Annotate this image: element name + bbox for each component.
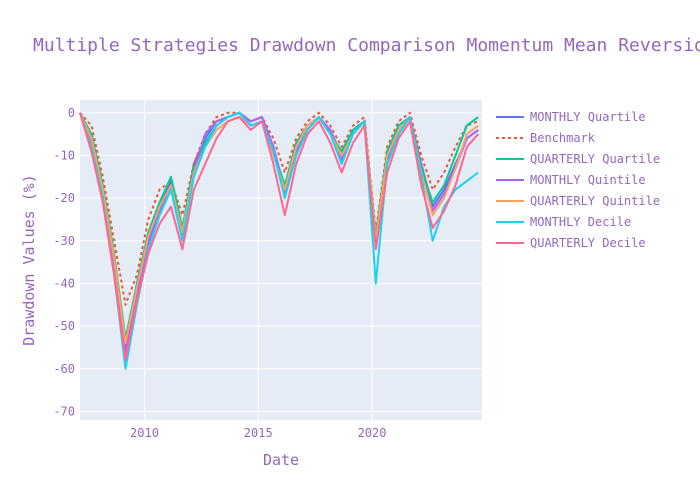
y-tick-label: -10	[53, 148, 75, 162]
y-tick-label: -70	[53, 404, 75, 418]
y-tick-label: -40	[53, 276, 75, 290]
x-tick-label: 2010	[130, 426, 159, 440]
series-line-benchmark	[79, 111, 479, 306]
x-axis-title: Date	[263, 451, 299, 469]
legend-item-label[interactable]: QUARTERLY Decile	[530, 236, 646, 250]
y-tick-label: -50	[53, 319, 75, 333]
legend-item-label[interactable]: MONTHLY Decile	[530, 215, 631, 229]
y-tick-label: -20	[53, 191, 75, 205]
y-tick-label: -30	[53, 234, 75, 248]
chart-title: Multiple Strategies Drawdown Comparison …	[33, 35, 700, 56]
series-line-quarterly-decile	[79, 112, 479, 362]
legend-item-label[interactable]: MONTHLY Quintile	[530, 173, 646, 187]
y-tick-label: -60	[53, 362, 75, 376]
x-tick-label: 2015	[244, 426, 273, 440]
x-tick-labels: 2010 2015 2020	[130, 426, 386, 440]
y-tick-labels: 0 -10 -20 -30 -40 -50 -60 -70	[53, 106, 75, 419]
y-axis-title: Drawdown Values (%)	[20, 174, 38, 346]
legend-item-label[interactable]: QUARTERLY Quintile	[530, 194, 660, 208]
legend[interactable]: MONTHLY Quartile Benchmark QUARTERLY Quart…	[496, 110, 660, 250]
legend-item-label[interactable]: QUARTERLY Quartile	[530, 152, 660, 166]
legend-item-label[interactable]: Benchmark	[530, 131, 596, 145]
x-tick-label: 2020	[358, 426, 387, 440]
series-lines	[79, 111, 479, 370]
y-tick-label: 0	[68, 106, 75, 120]
legend-item-label[interactable]: MONTHLY Quartile	[530, 110, 646, 124]
